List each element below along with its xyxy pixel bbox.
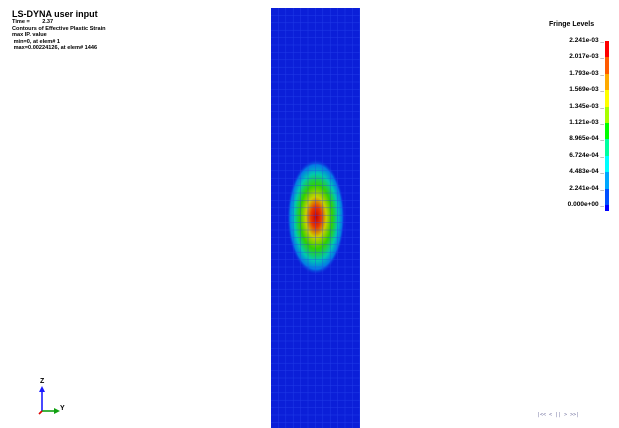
legend-title: Fringe Levels [549, 21, 595, 28]
legend-level-label: 1.569e-03 _ [569, 86, 604, 94]
legend-color-swatch [605, 205, 609, 211]
axis-triad: Z Y [33, 378, 73, 417]
legend-color-swatch [605, 188, 609, 205]
playback-controls[interactable]: |<< < || > >>| [537, 412, 579, 418]
legend-level-label: 4.483e-04 _ [569, 168, 604, 176]
legend-level-label: 2.017e-03 _ [569, 53, 604, 61]
legend-level-label: 1.345e-03 _ [569, 102, 604, 110]
time-label: Time = [12, 19, 30, 26]
legend-color-swatch [605, 123, 609, 140]
legend-color-swatch [605, 57, 609, 74]
legend-level-label: 2.241e-04 _ [569, 184, 604, 192]
z-axis-label: Z [40, 378, 45, 385]
legend-color-swatch [605, 73, 609, 91]
y-axis-label: Y [60, 405, 65, 412]
axis-triad-icon [38, 386, 60, 415]
time-readout: Time = 2.37 [12, 19, 106, 25]
min-value-line: min=0, at elem# 1 [13, 38, 61, 45]
legend-color-swatch [605, 41, 609, 58]
legend-level-label: 2.241e-03 _ [569, 37, 604, 44]
time-value: 2.37 [42, 19, 54, 26]
model-title: LS-DYNA user input [12, 9, 98, 19]
title-block: LS-DYNA user input Time = 2.37 Contours … [12, 9, 106, 51]
legend-level-label: 1.121e-03 _ [569, 119, 604, 126]
legend-color-swatch [605, 139, 609, 156]
legend-color-swatch [605, 172, 609, 189]
max-value-line: max=0.00224126, at elem# 1446 [13, 45, 98, 52]
legend-level-label: 8.965e-04 _ [569, 135, 604, 143]
playback-controls-text[interactable]: |<< < || > >>| [537, 412, 580, 418]
strain-hotspot [287, 159, 345, 275]
legend-level-label: 0.000e+00 _ [567, 201, 604, 208]
max-ip-value: max IP. value [12, 32, 47, 39]
legend-level-label: 6.724e-04 _ [569, 151, 604, 159]
legend-color-swatch [605, 106, 609, 123]
legend-level-label: 1.793e-03 _ [569, 69, 604, 77]
mesh-grid-lines [271, 8, 360, 428]
fem-mesh-canvas[interactable] [271, 8, 360, 428]
fem-mesh[interactable] [271, 8, 360, 428]
contour-type: Contours of Effective Plastic Strain [12, 25, 106, 32]
legend-color-swatch [605, 90, 609, 107]
legend-color-swatch [605, 155, 609, 173]
